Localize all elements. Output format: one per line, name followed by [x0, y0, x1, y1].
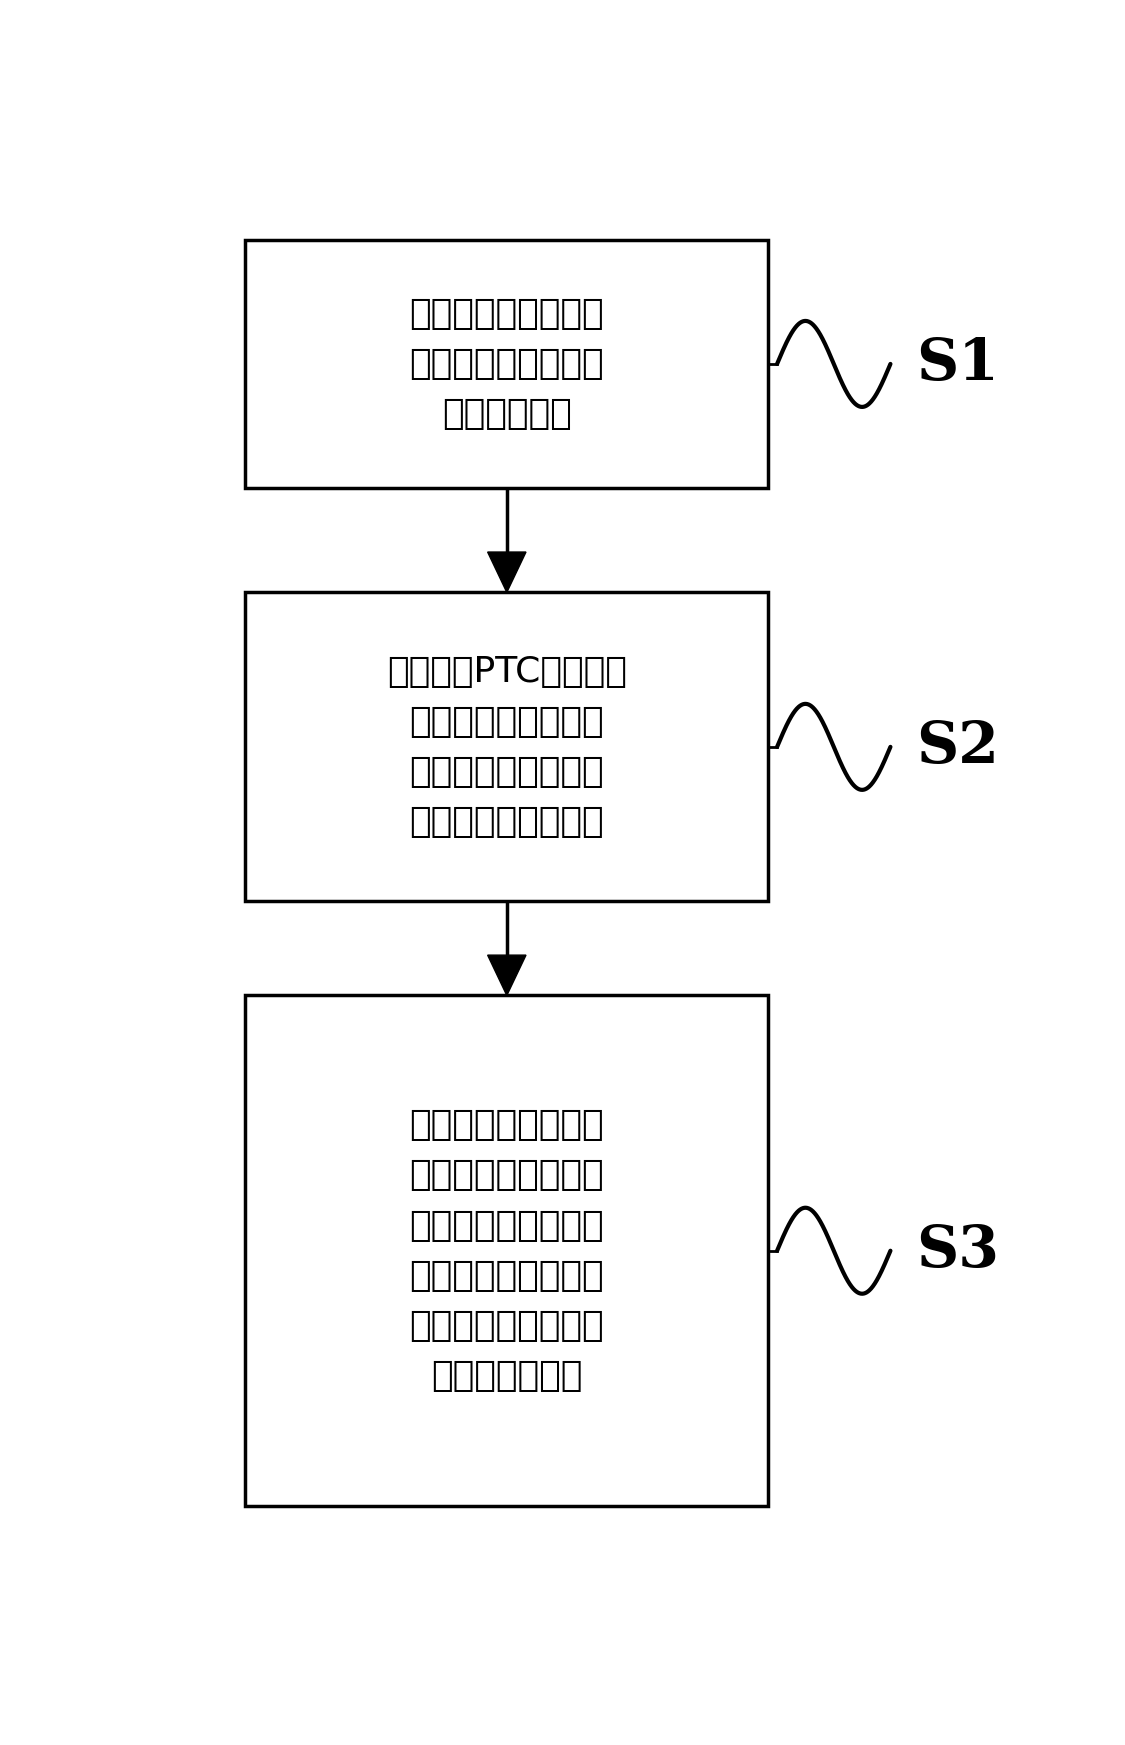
FancyBboxPatch shape [245, 995, 768, 1506]
Text: S1: S1 [917, 337, 999, 393]
FancyBboxPatch shape [245, 592, 768, 902]
FancyBboxPatch shape [245, 239, 768, 489]
Polygon shape [487, 955, 526, 995]
Text: S2: S2 [917, 719, 999, 775]
Text: S3: S3 [917, 1223, 1000, 1279]
Text: 接收加热控制指令并
逐一向各个加热管脚
输出开启指令: 接收加热控制指令并 逐一向各个加热管脚 输出开启指令 [410, 297, 604, 431]
Text: 检测车用PTC加热器是
否达到预设最大功率
，若未达到则检测温
度是否达到预设温度: 检测车用PTC加热器是 否达到预设最大功率 ，若未达到则检测温 度是否达到预设温… [387, 654, 627, 839]
Polygon shape [487, 551, 526, 592]
Text: 若未达到预设温度，
则检测加热管脚故障
数量并根据加热管脚
故障数量和故障加热
管脚，重新组合正常
管脚的输出状态: 若未达到预设温度， 则检测加热管脚故障 数量并根据加热管脚 故障数量和故障加热 … [410, 1108, 604, 1393]
